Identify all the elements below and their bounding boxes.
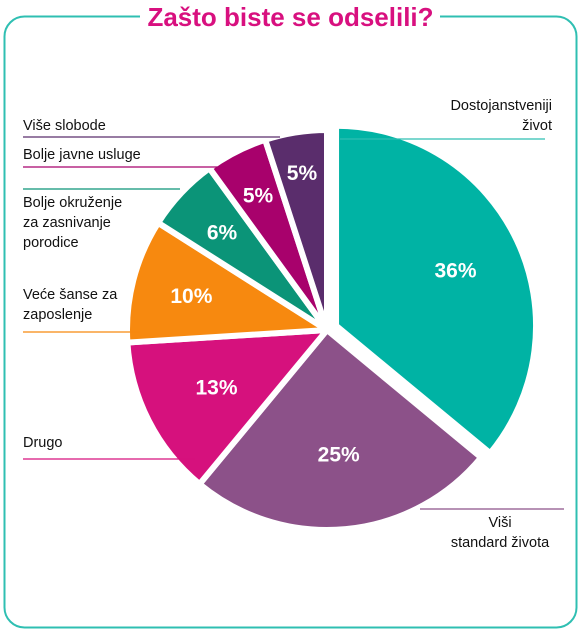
value-label-bolje-okruzenje: 6%	[207, 221, 238, 244]
legend-line: Bolje okruženje	[23, 195, 123, 211]
legend-label-bolje-javne: Bolje javne usluge	[23, 145, 141, 165]
value-label-drugo: 13%	[195, 376, 237, 399]
legend-line: zaposlenje	[23, 307, 93, 323]
title-background	[140, 0, 440, 36]
legend-line: život	[522, 118, 552, 134]
legend-line: Drugo	[23, 435, 63, 451]
legend-line: za zasnivanje	[23, 215, 111, 231]
legend-line: Dostojanstveniji	[450, 98, 552, 114]
pie-slices	[124, 122, 540, 533]
value-label-vise-slobode: 5%	[287, 162, 318, 185]
legend-label-bolje-okruzenje: Bolje okruženje za zasnivanje porodice	[23, 193, 122, 253]
legend-label-vece: Veće šanse za zaposlenje	[23, 285, 117, 325]
legend-label-vise-slobode: Više slobode	[23, 116, 106, 136]
chart-title: Zašto biste se odselili?	[147, 2, 434, 32]
legend-line: standard života	[450, 535, 550, 551]
slice-vise-slobode	[262, 127, 330, 333]
legend-line: Viši	[488, 515, 512, 531]
legend-label-dostojanstveniji: Dostojanstveniji život	[400, 96, 552, 136]
legend-line: porodice	[23, 235, 79, 251]
legend-line: Veće šanse za	[23, 287, 118, 303]
legend-label-visi: Viši standard života	[420, 513, 580, 553]
legend-label-drugo: Drugo	[23, 433, 63, 453]
value-label-visi: 25%	[318, 443, 360, 466]
slice-visi	[196, 327, 485, 533]
slice-value-labels: 36%25%13%10%6%5%5%	[170, 162, 476, 466]
legend-line: Bolje javne usluge	[23, 147, 141, 163]
value-label-dostojanstveniji: 36%	[434, 260, 476, 283]
legend-line: Više slobode	[23, 118, 106, 134]
slice-drugo	[124, 327, 330, 488]
slice-vece	[124, 219, 330, 346]
slice-dostojanstveniji	[333, 122, 540, 457]
leader-lines	[23, 136, 564, 510]
value-label-bolje-javne: 5%	[243, 185, 274, 208]
value-label-vece: 10%	[170, 285, 212, 308]
